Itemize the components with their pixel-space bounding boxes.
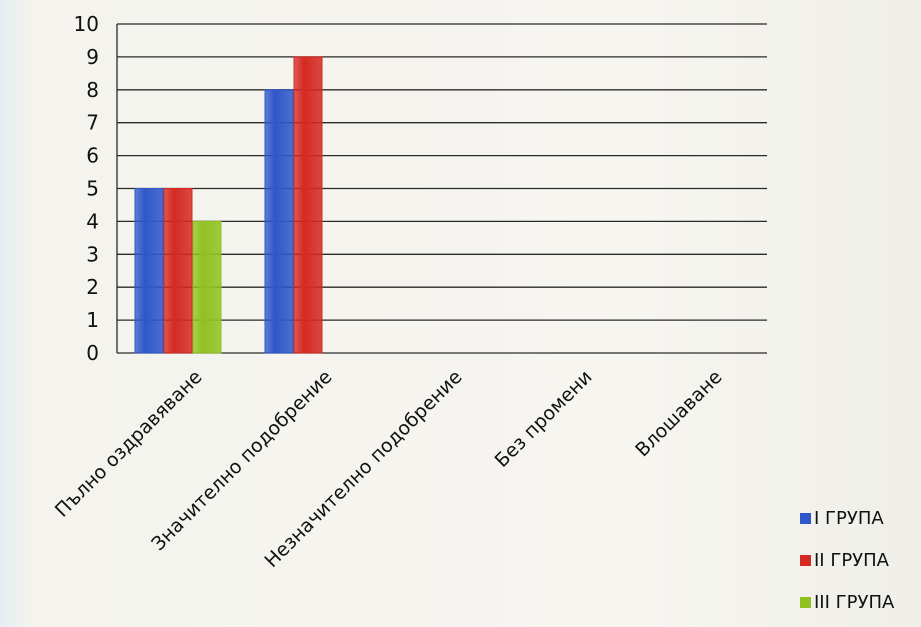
- y-tick-label: 0: [86, 341, 99, 365]
- y-tick-label: 2: [86, 275, 99, 299]
- y-tick-label: 1: [86, 308, 99, 332]
- y-tick-label: 10: [74, 12, 99, 36]
- y-axis: 0 1 2 3 4 5 6 7 8 9 10: [74, 12, 118, 365]
- x-category-label: Влошаване: [631, 366, 726, 461]
- legend-swatch: [800, 555, 811, 566]
- bar: [163, 188, 193, 354]
- y-tick-label: 4: [86, 209, 99, 233]
- bar: [192, 220, 222, 354]
- legend-swatch: [800, 597, 811, 608]
- legend-label: III ГРУПА: [814, 592, 895, 613]
- bar: [264, 89, 294, 354]
- y-tick-label: 6: [86, 144, 99, 168]
- legend-swatch: [800, 513, 811, 524]
- y-tick-label: 7: [86, 111, 99, 135]
- bars: [134, 56, 323, 354]
- y-tick-label: 9: [86, 45, 99, 69]
- legend-label: II ГРУПА: [814, 550, 890, 571]
- y-tick-label: 8: [86, 78, 99, 102]
- y-tick-label: 3: [86, 242, 99, 266]
- bar: [293, 56, 323, 354]
- y-tick-label: 5: [86, 177, 99, 201]
- x-category-label: Без промени: [491, 366, 597, 472]
- grid-lines: [117, 23, 767, 354]
- bar: [134, 188, 164, 354]
- legend-label: I ГРУПА: [814, 508, 884, 529]
- legend: I ГРУПА II ГРУПА III ГРУПА: [800, 508, 895, 613]
- x-category-label: Пълно оздравяване: [51, 366, 207, 522]
